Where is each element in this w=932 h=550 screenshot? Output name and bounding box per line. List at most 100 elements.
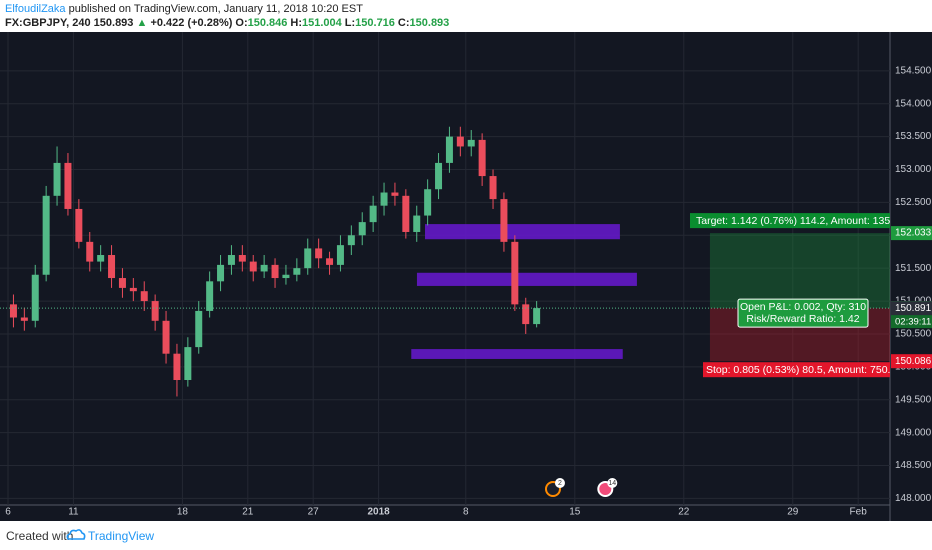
candle-body xyxy=(435,162,443,190)
candle-body xyxy=(533,308,541,325)
y-tick-label: 154.500 xyxy=(895,65,932,76)
candle-body xyxy=(184,347,192,381)
y-tick-label: 150.500 xyxy=(895,329,932,340)
y-tick-label: 153.000 xyxy=(895,164,932,175)
candle-body xyxy=(129,287,137,292)
candle-body xyxy=(358,222,366,236)
candle-body xyxy=(402,195,410,232)
ohlc-label: L: xyxy=(344,17,356,29)
candle-body xyxy=(206,281,214,311)
footer: Created with TradingView xyxy=(0,521,932,550)
price-badge-label: 150.891 xyxy=(895,303,932,314)
candle-body xyxy=(336,245,344,265)
y-tick-label: 154.000 xyxy=(895,98,932,109)
candle-body xyxy=(293,268,301,275)
price-badge-label: 152.033 xyxy=(895,228,932,239)
ohlc: O:150.846 H:151.004 L:150.716 C:150.893 xyxy=(232,17,449,29)
target-label-bg xyxy=(690,213,890,229)
x-tick-label: 29 xyxy=(787,507,799,518)
x-tick-label: 6 xyxy=(5,507,11,518)
x-tick-label: 18 xyxy=(177,507,189,518)
x-tick-label: 8 xyxy=(463,507,469,518)
candle-body xyxy=(445,136,453,163)
candle-body xyxy=(97,255,105,262)
candle-body xyxy=(260,264,268,272)
candle-body xyxy=(282,274,290,279)
candle-body xyxy=(140,291,148,302)
candle-body xyxy=(20,317,28,321)
header: ElfoudilZaka published on TradingView.co… xyxy=(0,0,932,32)
stop-label: Stop: 0.805 (0.53%) 80.5, Amount: 750. xyxy=(706,364,890,376)
candle-body xyxy=(500,199,508,242)
candle-body xyxy=(53,162,61,196)
footer-text: Created with xyxy=(6,529,74,543)
candle-body xyxy=(9,304,17,318)
published: published on TradingView.com, January 11… xyxy=(68,3,363,15)
target-label: Target: 1.142 (0.76%) 114.2, Amount: 135 xyxy=(696,215,890,227)
price-badge xyxy=(891,301,932,316)
x-tick-label: 15 xyxy=(569,507,581,518)
countdown: 02:39:11 xyxy=(895,317,931,328)
candle-body xyxy=(42,195,50,275)
ohlc-label: O: xyxy=(235,17,248,29)
candle-body xyxy=(173,353,181,381)
arrow: ▲ xyxy=(136,17,148,29)
change: +0.422 (+0.28%) xyxy=(150,17,233,29)
y-tick-label: 149.500 xyxy=(895,394,932,405)
event-count: 2 xyxy=(558,480,562,487)
y-tick-label: 152.500 xyxy=(895,197,932,208)
event-count: 14 xyxy=(608,480,616,487)
event-badge xyxy=(607,478,618,488)
x-tick-label: 11 xyxy=(68,507,79,518)
candle-body xyxy=(227,255,235,265)
candle-body xyxy=(162,320,170,354)
symbol-line: FX:GBPJPY, 240 150.893 ▲ +0.422 (+0.28%)… xyxy=(5,17,449,29)
ratio-label: Risk/Reward Ratio: 1.42 xyxy=(746,313,859,325)
candle-body xyxy=(108,255,116,279)
candle-body xyxy=(64,162,72,209)
stop-label-bg xyxy=(703,362,890,378)
tv-logo[interactable] xyxy=(66,528,86,542)
candle-body xyxy=(75,208,83,242)
candle-body xyxy=(413,215,421,232)
candle-body xyxy=(151,301,159,321)
x-tick-label: 22 xyxy=(678,507,690,518)
candle-body xyxy=(369,205,377,223)
ohlc-value: 150.716 xyxy=(355,17,395,29)
pnl-label: Open P&L: 0.002, Qty: 310 xyxy=(740,301,866,313)
zone xyxy=(411,349,623,359)
chart: Target: 1.142 (0.76%) 114.2, Amount: 135… xyxy=(0,32,932,521)
ohlc-value: 150.846 xyxy=(247,17,288,29)
candle-body xyxy=(31,274,39,321)
candle-body xyxy=(511,241,519,305)
tv-name[interactable]: TradingView xyxy=(88,529,155,543)
symbol: FX:GBPJPY, 240 xyxy=(5,17,91,29)
author[interactable]: ElfoudilZaka xyxy=(5,3,66,15)
candle-body xyxy=(195,310,203,348)
candle-body xyxy=(489,176,497,200)
target-zone xyxy=(709,233,890,309)
x-tick-label: 21 xyxy=(242,507,254,518)
y-tick-label: 148.500 xyxy=(895,460,932,471)
zone xyxy=(425,224,620,240)
ohlc-label: C: xyxy=(397,17,410,29)
x-tick-label: 27 xyxy=(308,507,320,518)
zone xyxy=(416,272,637,286)
y-tick-label: 148.000 xyxy=(895,493,932,504)
candle-body xyxy=(304,248,312,269)
candle-body xyxy=(271,264,279,279)
ohlc-value: 151.004 xyxy=(302,17,342,29)
candle-body xyxy=(391,192,399,196)
candle-body xyxy=(347,235,355,246)
price: 150.893 xyxy=(93,17,134,29)
candle-body xyxy=(424,189,432,216)
x-tick-label: 2018 xyxy=(367,507,390,518)
candle-body xyxy=(456,136,464,147)
event-badge xyxy=(554,478,565,488)
candle-body xyxy=(249,261,257,272)
candle-body xyxy=(217,264,225,282)
candle-body xyxy=(380,192,388,206)
price-badge xyxy=(891,354,932,369)
candle-body xyxy=(478,139,486,177)
